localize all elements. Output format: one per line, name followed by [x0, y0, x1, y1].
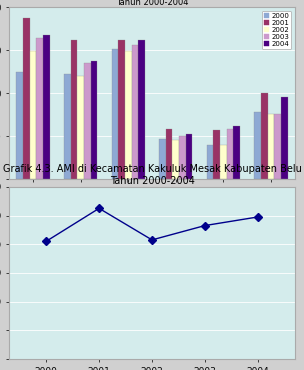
Bar: [261, 93, 268, 179]
Bar: [179, 135, 186, 179]
Bar: [29, 51, 36, 179]
Bar: [125, 51, 132, 179]
X-axis label: Desa: Desa: [141, 202, 163, 211]
Bar: [207, 145, 213, 179]
Bar: [16, 72, 23, 179]
Bar: [268, 114, 275, 179]
Title: Grafik 4.2. Malaria Klinis per Desa di Kecamatan Kakuluk Mesak Kabupaten Belu
Ta: Grafik 4.2. Malaria Klinis per Desa di K…: [0, 0, 304, 7]
Bar: [275, 114, 281, 179]
Bar: [36, 37, 43, 179]
Bar: [254, 112, 261, 179]
Bar: [213, 130, 220, 179]
Bar: [77, 76, 84, 179]
Bar: [84, 63, 91, 179]
Bar: [172, 140, 179, 179]
Bar: [132, 45, 138, 179]
Bar: [43, 35, 50, 179]
Bar: [71, 40, 77, 179]
Bar: [233, 126, 240, 179]
Bar: [159, 139, 166, 179]
Title: Grafik 4.3. AMI di Kecamatan Kakuluk Mesak Kabupaten Belu
Tahun 2000-2004: Grafik 4.3. AMI di Kecamatan Kakuluk Mes…: [2, 164, 302, 186]
Bar: [112, 49, 118, 179]
Bar: [118, 40, 125, 179]
Bar: [23, 18, 29, 179]
Bar: [166, 129, 172, 179]
Bar: [281, 97, 288, 179]
Legend: 2000, 2001, 2002, 2003, 2004: 2000, 2001, 2002, 2003, 2004: [262, 11, 292, 49]
Bar: [64, 74, 71, 179]
Bar: [186, 134, 192, 179]
Bar: [91, 61, 97, 179]
Bar: [220, 145, 227, 179]
Bar: [227, 129, 233, 179]
Bar: [138, 40, 145, 179]
